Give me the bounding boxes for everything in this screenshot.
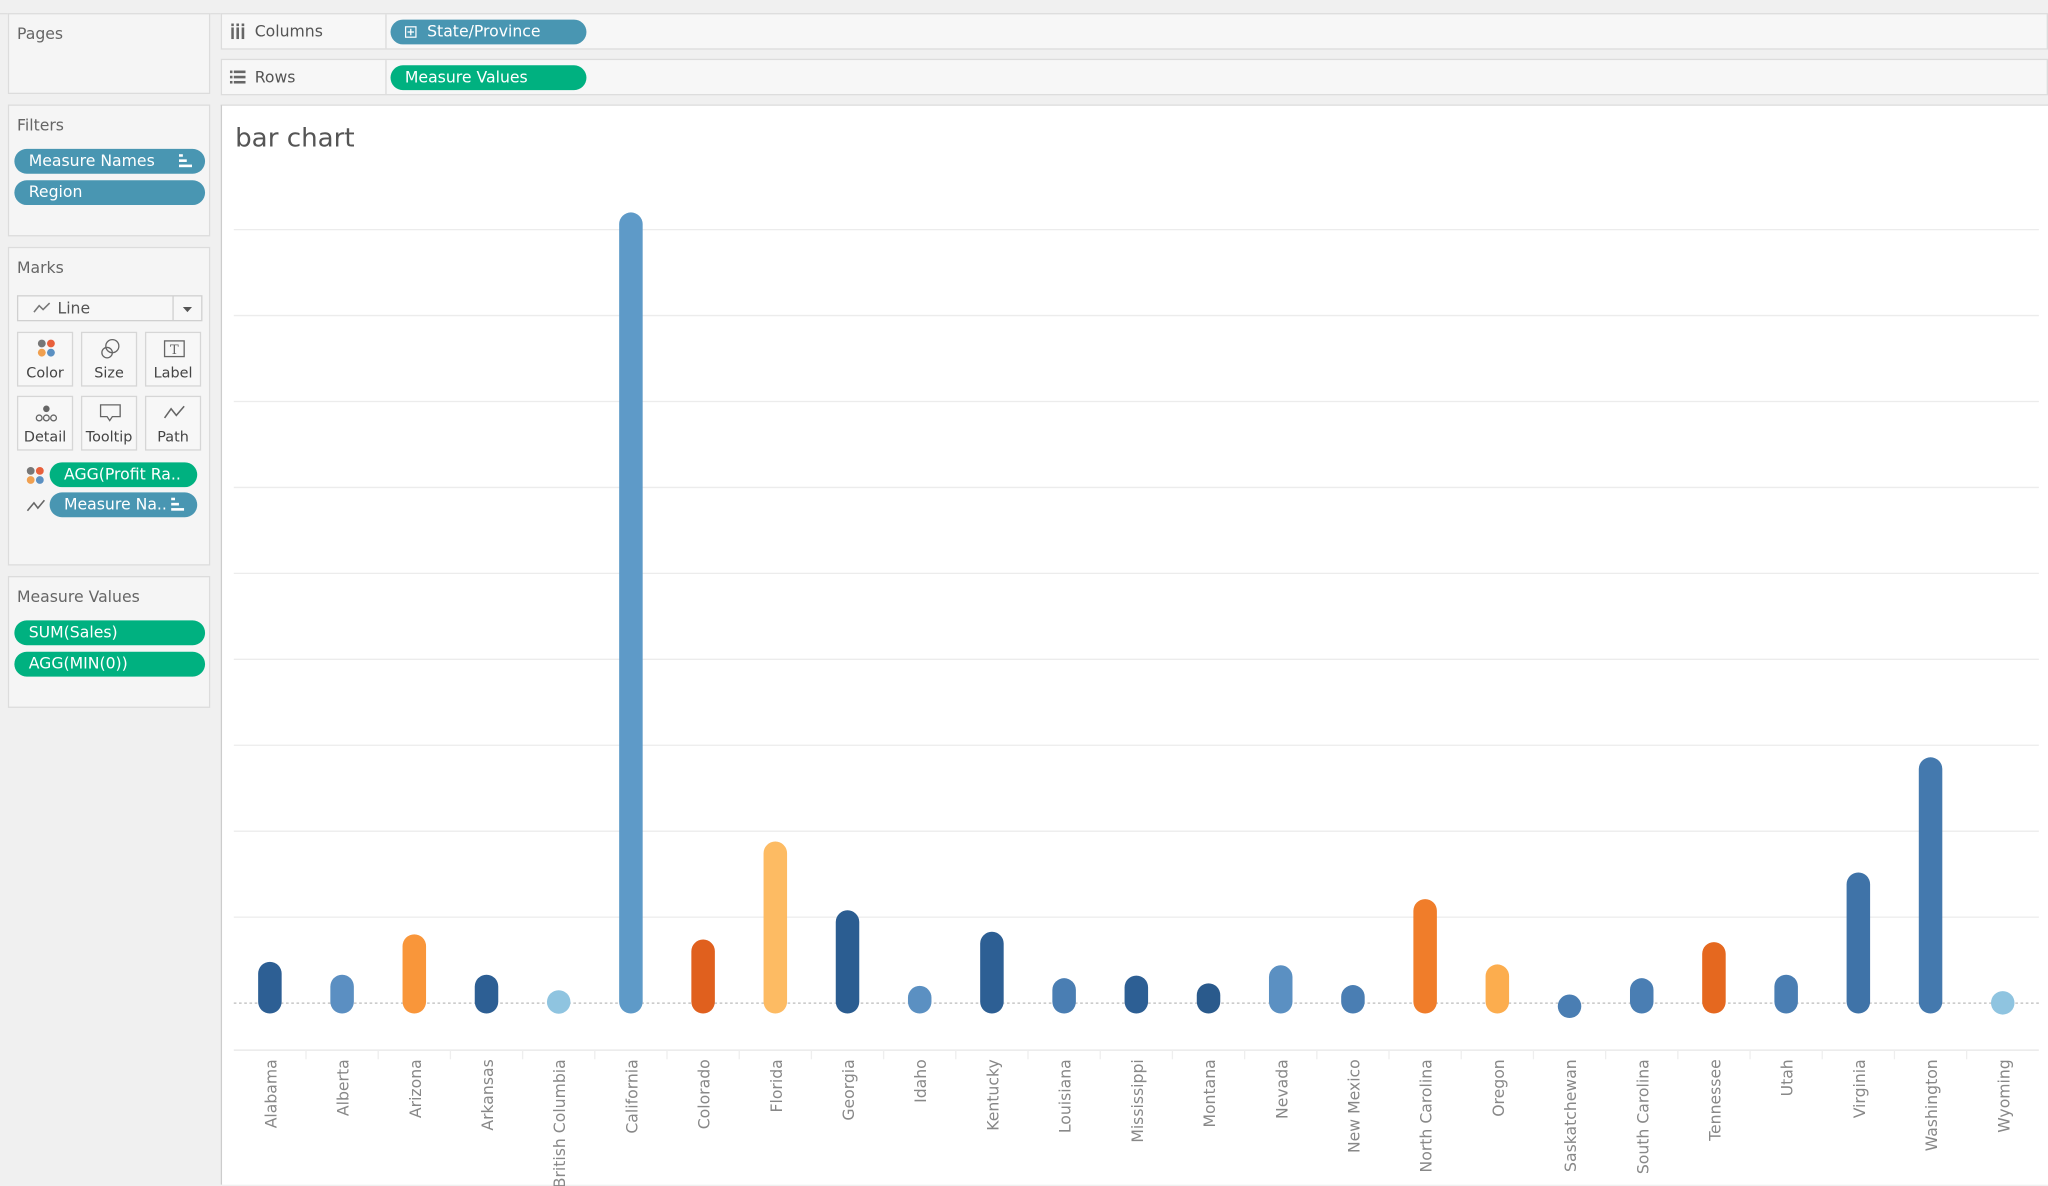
x-tick-label: Arizona — [406, 1059, 425, 1118]
detail-icon — [35, 405, 58, 422]
x-tick-label: Utah — [1778, 1059, 1797, 1096]
bar-chart-plot: Alabama Alberta Arizona Arkansas British Col… — [233, 212, 2039, 1186]
rows-label: Rows — [222, 60, 387, 95]
x-tick-label: Washington — [1922, 1059, 1941, 1151]
expand-icon[interactable] — [404, 26, 417, 38]
tooltip-card[interactable]: Tooltip — [80, 395, 138, 451]
text-label-icon: T — [163, 340, 185, 358]
x-tick-label: Oregon — [1489, 1059, 1508, 1117]
sort-icon — [171, 497, 185, 511]
x-tick-label: Nevada — [1272, 1059, 1291, 1119]
measure-pill-sales[interactable]: SUM(Sales) — [14, 620, 206, 646]
path-card[interactable]: Path — [144, 395, 202, 451]
x-tick-label: Florida — [767, 1059, 786, 1112]
measure-pill-min0[interactable]: AGG(MIN(0)) — [14, 651, 206, 677]
x-tick-label: New Mexico — [1344, 1059, 1363, 1153]
rows-icon — [229, 70, 246, 84]
path-label: Path — [157, 428, 189, 446]
filter-pill-measure-names[interactable]: Measure Names — [14, 148, 206, 174]
color-label: Color — [26, 364, 64, 382]
tooltip-icon — [99, 404, 121, 422]
x-tick-label: Colorado — [695, 1059, 714, 1129]
x-tick-label: Arkansas — [478, 1059, 497, 1130]
line-icon — [33, 302, 51, 313]
pill-label: State/Province — [427, 22, 541, 41]
marks-pill-profit-ratio[interactable]: AGG(Profit Ra.. — [49, 462, 198, 488]
filters-title: Filters — [16, 116, 64, 135]
x-tick-label: Tennessee — [1705, 1059, 1724, 1142]
tooltip-label: Tooltip — [85, 428, 133, 446]
chart-title: bar chart — [235, 121, 355, 153]
color-icon — [26, 466, 44, 484]
x-tick-label: Saskatchewan — [1561, 1059, 1580, 1172]
size-icon — [101, 338, 120, 359]
label-card[interactable]: T Label — [144, 331, 202, 387]
measure-values-title: Measure Values — [16, 587, 140, 607]
filter-pill-region[interactable]: Region — [14, 180, 206, 206]
x-tick-label: North Carolina — [1417, 1059, 1436, 1172]
pill-label: Measure Na.. — [63, 495, 167, 514]
detail-label: Detail — [23, 428, 67, 446]
marks-pill-measure-names[interactable]: Measure Na.. — [49, 492, 198, 518]
chevron-down-icon — [172, 296, 201, 320]
filters-panel: Filters Measure Names Region — [7, 104, 211, 237]
svg-text:T: T — [170, 343, 179, 358]
color-icon — [37, 339, 55, 357]
mark-type-label: Line — [57, 299, 91, 318]
x-tick-label: South Carolina — [1633, 1059, 1652, 1174]
x-tick-label: Alabama — [261, 1059, 280, 1128]
x-tick-label: Louisiana — [1056, 1059, 1075, 1133]
x-tick-label: Alberta — [334, 1059, 353, 1116]
color-card[interactable]: Color — [16, 331, 74, 387]
x-tick-label: Kentucky — [983, 1059, 1002, 1130]
marks-panel: Marks Line Color Size T Label Detail Too… — [7, 246, 211, 566]
x-tick-label: Idaho — [911, 1059, 930, 1103]
x-tick-label: British Columbia — [550, 1059, 569, 1186]
size-label: Size — [94, 364, 124, 382]
x-tick-label: Montana — [1200, 1059, 1219, 1127]
columns-shelf[interactable]: Columns State/Province — [220, 13, 2048, 50]
detail-card[interactable]: Detail — [16, 395, 74, 451]
columns-label: Columns — [222, 14, 387, 49]
rows-pill-measure-values[interactable]: Measure Values — [390, 65, 587, 91]
pages-title: Pages — [16, 24, 64, 44]
x-tick-label: Wyoming — [1994, 1059, 2013, 1133]
measure-values-panel: Measure Values SUM(Sales) AGG(MIN(0)) — [7, 575, 211, 708]
path-icon — [26, 499, 46, 512]
filter-label: Measure Names — [28, 151, 155, 170]
marks-title: Marks — [16, 258, 64, 277]
chart-view: bar chart Alabama Alberta Arizona Arkansas B… — [220, 104, 2048, 1186]
label-label: Label — [153, 364, 193, 382]
x-tick-label: California — [622, 1059, 641, 1133]
mark-type-dropdown[interactable]: Line — [16, 295, 203, 322]
sort-icon — [178, 154, 192, 168]
columns-icon — [231, 23, 245, 40]
rows-shelf[interactable]: Rows Measure Values — [220, 58, 2048, 96]
x-tick-label: Virginia — [1850, 1059, 1869, 1118]
x-tick-label: Mississippi — [1128, 1059, 1147, 1142]
size-card[interactable]: Size — [80, 331, 138, 387]
x-tick-label: Georgia — [839, 1059, 858, 1120]
pages-panel[interactable]: Pages — [7, 13, 211, 95]
path-icon — [163, 405, 185, 419]
columns-pill-state[interactable]: State/Province — [390, 19, 587, 45]
